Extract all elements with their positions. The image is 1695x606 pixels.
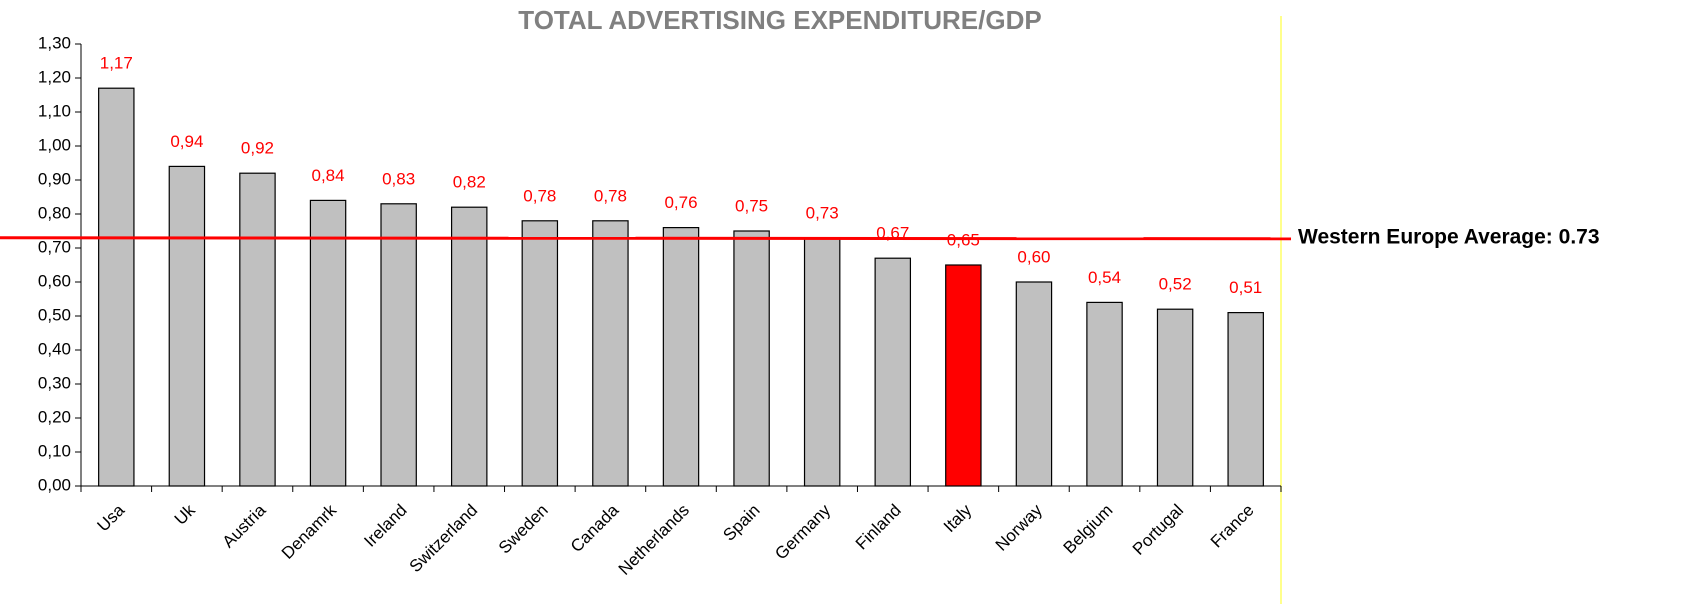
value-label: 0,83	[382, 169, 415, 188]
bar	[1227, 312, 1264, 487]
y-tick-label: 0,10	[38, 441, 71, 460]
value-label: 0,54	[1088, 268, 1121, 287]
y-tick-label: 0,50	[38, 305, 71, 324]
bar	[945, 264, 982, 487]
x-tick-label: Canada	[567, 500, 623, 556]
bar	[1015, 281, 1053, 487]
x-tick-label: Sweden	[495, 501, 552, 558]
value-label: 0,94	[170, 132, 203, 151]
value-label: 0,82	[453, 173, 486, 192]
bar	[168, 165, 206, 487]
value-label: 0,76	[664, 193, 697, 212]
value-label: 0,84	[312, 166, 345, 185]
y-tick-label: 0,80	[38, 203, 71, 222]
x-tick-label: Switzerland	[406, 501, 482, 577]
x-tick-label: Germany	[771, 500, 834, 563]
y-tick-label: 0,00	[38, 475, 71, 494]
value-label: 0,51	[1229, 278, 1262, 297]
y-tick-label: 0,90	[38, 169, 71, 188]
x-tick-label: Ireland	[360, 501, 410, 551]
value-label: 0,78	[594, 186, 627, 205]
chart-title: TOTAL ADVERTISING EXPENDITURE/GDP	[518, 5, 1041, 35]
x-tick-label: Norway	[992, 500, 1047, 555]
value-label: 0,92	[241, 139, 274, 158]
x-tick-label: Netherlands	[615, 501, 693, 579]
bar	[733, 230, 770, 487]
bar	[450, 206, 488, 487]
x-tick-label: Finland	[852, 501, 905, 554]
bar	[1156, 308, 1194, 487]
x-tick-label: Austria	[219, 500, 270, 551]
y-tick-label: 1,00	[38, 135, 71, 154]
reference-line	[0, 236, 1292, 241]
bar	[592, 220, 629, 487]
x-tick-label: France	[1207, 501, 1258, 552]
value-label: 0,52	[1159, 275, 1192, 294]
reference-label: Western Europe Average: 0.73	[1298, 225, 1600, 248]
y-tick-label: 1,20	[38, 67, 71, 86]
x-tick-label: Spain	[719, 501, 763, 545]
bar	[98, 87, 135, 487]
value-label: 1,17	[100, 54, 133, 73]
value-label: 0,75	[735, 196, 768, 215]
x-tick-label: Belgium	[1060, 501, 1117, 558]
x-tick-label: Usa	[93, 500, 128, 535]
bar	[380, 203, 417, 487]
bar	[803, 237, 841, 487]
y-tick-label: 0,40	[38, 339, 71, 358]
y-tick-label: 1,30	[38, 33, 71, 52]
bar	[521, 220, 559, 487]
bar	[662, 227, 700, 487]
value-label: 0,73	[806, 203, 839, 222]
x-tick-label: Denamrk	[278, 500, 341, 563]
bar	[874, 257, 912, 487]
x-tick-label: Portugal	[1129, 501, 1187, 559]
bar	[239, 172, 276, 487]
y-tick-label: 0,30	[38, 373, 71, 392]
bar	[1086, 301, 1123, 487]
x-tick-label: Uk	[171, 500, 199, 528]
x-tick-label: Italy	[940, 500, 976, 536]
value-label: 0,78	[523, 186, 556, 205]
y-tick-label: 1,10	[38, 101, 71, 120]
value-label: 0,60	[1017, 247, 1050, 266]
y-tick-label: 0,20	[38, 407, 71, 426]
bar	[309, 199, 347, 487]
y-tick-label: 0,70	[38, 237, 71, 256]
y-tick-label: 0,60	[38, 271, 71, 290]
